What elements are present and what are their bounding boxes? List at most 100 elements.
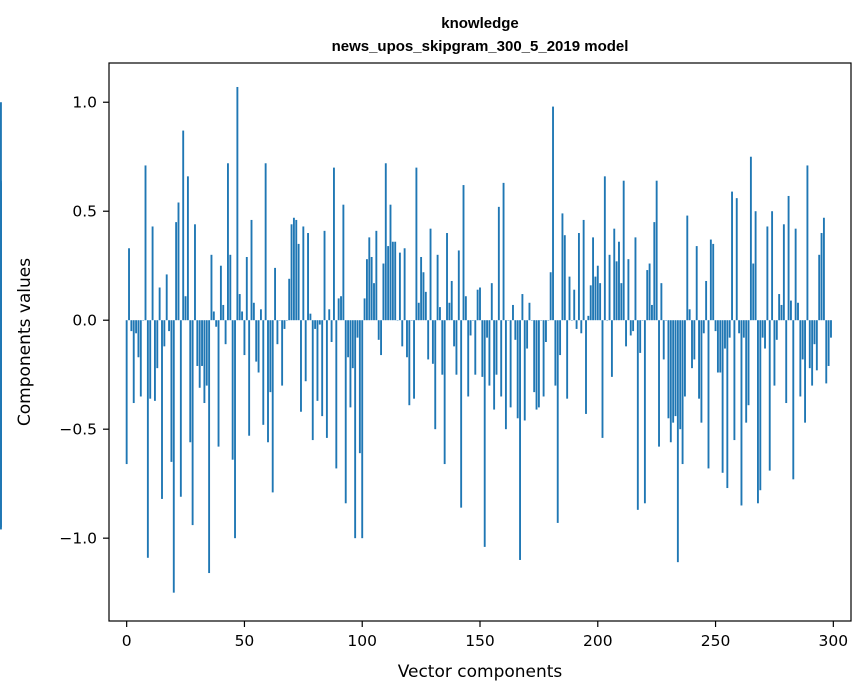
- bar-130: [431, 320, 434, 364]
- bar-82: [318, 320, 321, 325]
- bar-28: [191, 320, 194, 526]
- bar-74: [300, 320, 302, 412]
- bar-69: [288, 278, 291, 321]
- bar-60: [267, 320, 269, 443]
- bar-239: [688, 309, 691, 321]
- bar-99: [358, 320, 361, 454]
- bar-265: [749, 156, 752, 321]
- bar-124: [417, 302, 420, 321]
- bar-210: [620, 283, 623, 321]
- bar-95: [349, 320, 352, 408]
- bar-127: [424, 291, 427, 321]
- bar-246: [705, 280, 708, 321]
- bar-118: [403, 248, 406, 321]
- bar-240: [691, 320, 693, 369]
- bar-45: [231, 320, 234, 460]
- bar-193: [580, 320, 583, 334]
- bar-146: [469, 320, 472, 336]
- bar-261: [740, 320, 743, 506]
- bar-212: [625, 320, 627, 347]
- bar-247: [707, 320, 710, 469]
- bar-181: [552, 106, 554, 321]
- bar-205: [608, 254, 611, 321]
- bar-244: [700, 320, 703, 423]
- bar-266: [752, 263, 755, 321]
- bar-174: [535, 320, 538, 410]
- bar-283: [792, 320, 795, 480]
- plot-frame: [108, 62, 852, 622]
- bar-262: [742, 320, 745, 338]
- bar-94: [347, 320, 350, 358]
- chart-subtitle: news_upos_skipgram_300_5_2019 model: [332, 38, 629, 55]
- y-tick-label: 0.5: [72, 203, 97, 221]
- bar-235: [679, 320, 682, 430]
- bar-237: [683, 320, 686, 397]
- bar-149: [476, 289, 479, 321]
- bar-5: [137, 320, 140, 358]
- bar-206: [610, 320, 613, 377]
- bar-22: [177, 202, 180, 321]
- bar-242: [695, 246, 698, 321]
- bar-254: [724, 320, 726, 349]
- bar-281: [787, 195, 790, 321]
- bar-3: [132, 320, 135, 404]
- bar-160: [502, 182, 505, 321]
- bar-15: [161, 320, 163, 499]
- bar-114: [394, 241, 397, 321]
- bar-136: [446, 233, 448, 321]
- bar-289: [806, 165, 809, 321]
- bar-72: [295, 219, 298, 321]
- bar-209: [618, 241, 620, 321]
- bar-134: [441, 320, 444, 375]
- x-tick-label: 100: [347, 632, 377, 650]
- bar-109: [382, 263, 385, 321]
- bar-29: [194, 224, 196, 321]
- bar-39: [217, 320, 220, 447]
- bar-214: [629, 320, 632, 336]
- bar-91: [340, 296, 342, 321]
- x-tick-label: 250: [701, 632, 731, 650]
- bar-192: [577, 233, 580, 321]
- bar-113: [391, 241, 394, 321]
- bar-35: [208, 320, 211, 574]
- bar-10: [149, 320, 152, 399]
- bar-234: [676, 320, 679, 563]
- bar-190: [573, 289, 576, 321]
- bar-105: [373, 283, 375, 321]
- bar-4: [135, 320, 138, 334]
- bar-27: [189, 320, 192, 443]
- bar-106: [375, 230, 378, 321]
- bar-129: [429, 228, 432, 321]
- bar-138: [450, 280, 453, 321]
- bar-177: [542, 320, 545, 397]
- bar-152: [483, 320, 486, 547]
- bar-271: [764, 320, 766, 349]
- bar-256: [728, 320, 731, 338]
- bar-199: [594, 276, 597, 321]
- bar-26: [186, 176, 189, 321]
- bar-51: [245, 256, 248, 321]
- x-axis-label: Vector components: [398, 662, 563, 682]
- bar-182: [554, 320, 557, 386]
- bar-233: [674, 320, 677, 417]
- bar-112: [389, 204, 392, 321]
- bar-undefined: [0, 182, 2, 321]
- bar-293: [815, 320, 818, 371]
- bar-85: [325, 320, 328, 438]
- bar-226: [658, 320, 660, 447]
- bar-137: [448, 302, 451, 321]
- bar-52: [248, 320, 251, 436]
- bar-120: [408, 320, 411, 406]
- bar-81: [316, 320, 319, 401]
- bar-236: [681, 320, 684, 465]
- bar-84: [323, 230, 326, 321]
- bar-102: [365, 259, 368, 321]
- bar-145: [467, 320, 470, 397]
- bar-90: [337, 298, 340, 321]
- bar-184: [559, 320, 562, 356]
- bar-143: [462, 185, 465, 321]
- bar-77: [307, 233, 309, 321]
- bar-12: [153, 320, 156, 401]
- bar-24: [182, 130, 185, 321]
- bar-274: [771, 211, 774, 321]
